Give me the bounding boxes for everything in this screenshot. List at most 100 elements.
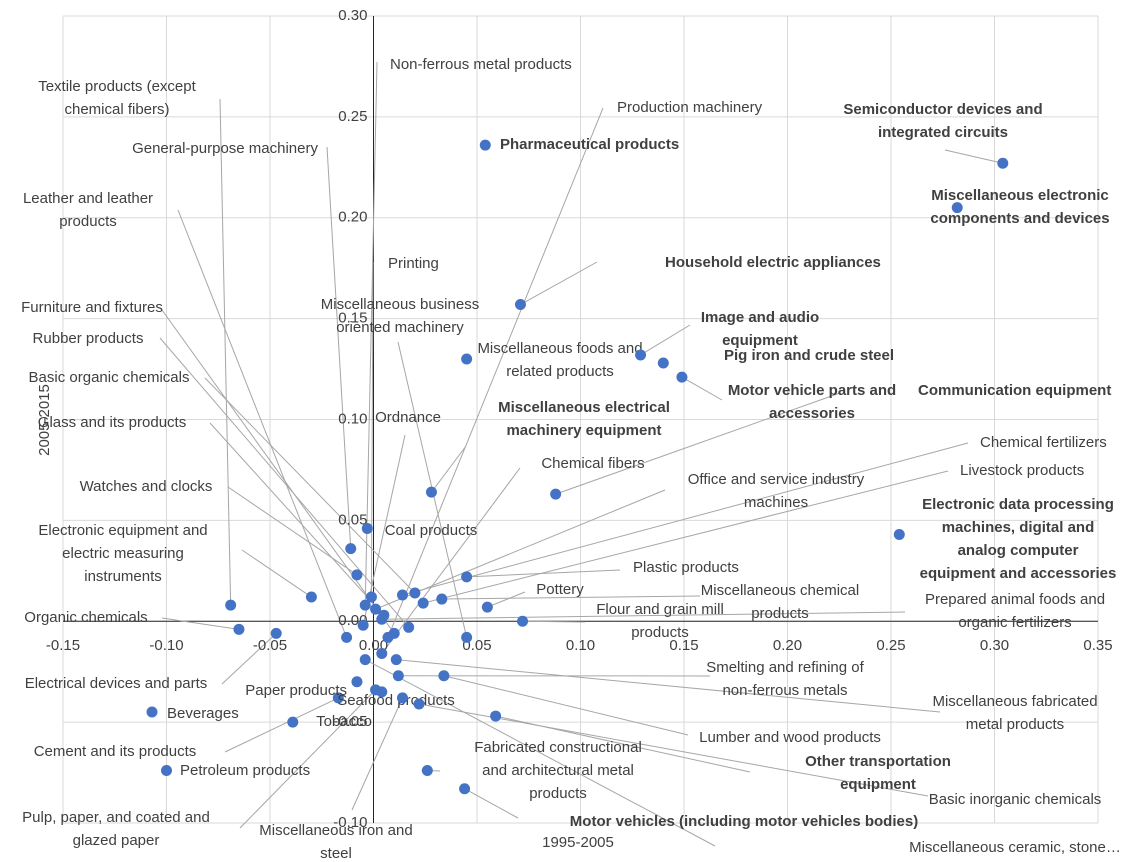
x-tick-label: 0.35 xyxy=(1083,637,1112,654)
leader-line xyxy=(204,377,416,594)
point-label: Leather and leather products xyxy=(23,190,153,230)
label-line: Miscellaneous business xyxy=(321,296,479,313)
point-label: Communication equipment xyxy=(918,382,1111,399)
layer: -0.10-0.050.000.050.100.150.200.250.30-0… xyxy=(21,7,1121,862)
label-line: products xyxy=(59,213,117,230)
data-point xyxy=(287,716,299,728)
point-label: Livestock products xyxy=(960,462,1084,479)
x-tick-label: 0.15 xyxy=(669,637,698,654)
data-point xyxy=(514,299,526,311)
label-line: and architectural metal xyxy=(482,762,634,779)
label-line: Miscellaneous electrical xyxy=(498,399,670,416)
data-point xyxy=(997,157,1009,169)
point-label: Pottery xyxy=(536,581,584,598)
point-label: Paper products xyxy=(245,682,347,699)
label-line: Semiconductor devices and xyxy=(843,101,1042,118)
label-line: accessories xyxy=(769,405,855,422)
data-point xyxy=(270,627,282,639)
label-line: equipment and accessories xyxy=(920,565,1117,582)
point-label: Miscellaneous foods and related products xyxy=(477,340,642,380)
data-point xyxy=(370,603,382,615)
leader-line xyxy=(326,146,352,549)
data-point xyxy=(461,571,473,583)
point-label: Miscellaneous electrical machinery equipm… xyxy=(498,399,670,439)
point-label: Pig iron and crude steel xyxy=(724,347,894,364)
label-line: Leather and leather xyxy=(23,190,153,207)
data-point xyxy=(341,631,353,643)
leader-line xyxy=(209,422,385,616)
leader-line xyxy=(239,689,376,829)
label-line: Motor vehicle parts and xyxy=(728,382,896,399)
y-tick-label: 0.30 xyxy=(338,7,367,24)
data-point xyxy=(361,522,373,534)
data-point xyxy=(305,591,317,603)
data-point xyxy=(357,619,369,631)
point-label: Miscellaneous business oriented machinery xyxy=(321,296,479,336)
data-point xyxy=(359,599,371,611)
leader-line xyxy=(381,467,521,654)
label-line: Miscellaneous fabricated xyxy=(932,693,1097,710)
leader-line xyxy=(221,632,277,685)
x-tick-label: 0.30 xyxy=(980,637,1009,654)
layer xyxy=(159,61,1003,847)
data-point xyxy=(479,139,491,151)
data-point xyxy=(421,765,433,777)
leader-line xyxy=(464,788,519,819)
label-line: instruments xyxy=(84,568,162,585)
data-point xyxy=(161,765,172,777)
label-line: Pulp, paper, and coated and xyxy=(22,809,210,826)
point-label: Cement and its products xyxy=(34,743,197,760)
point-label: Lumber and wood products xyxy=(699,729,881,746)
data-point xyxy=(951,202,963,214)
label-line: analog computer xyxy=(958,542,1079,559)
label-line: glazed paper xyxy=(73,832,160,849)
label-line: oriented machinery xyxy=(336,319,464,336)
data-point xyxy=(436,593,448,605)
point-label: Miscellaneous ceramic, stone… xyxy=(909,839,1121,856)
leader-line xyxy=(640,324,691,356)
data-point xyxy=(417,597,429,609)
data-point xyxy=(635,349,647,361)
label-line: components and devices xyxy=(930,210,1109,227)
label-line: Fabricated constructional xyxy=(474,739,642,756)
data-point xyxy=(550,488,562,500)
data-point xyxy=(481,601,493,613)
point-label: Coal products xyxy=(385,522,478,539)
point-label: Electronic data processing machines, digi… xyxy=(920,496,1117,582)
label-line: products xyxy=(529,785,587,802)
leader-line xyxy=(555,392,841,495)
label-line: Prepared animal foods and xyxy=(925,591,1105,608)
point-label: Prepared animal foods and organic fertili… xyxy=(925,591,1105,631)
data-point xyxy=(893,528,905,540)
point-label: Chemical fertilizers xyxy=(980,434,1107,451)
point-label: Other transportation equipment xyxy=(805,753,951,793)
data-point xyxy=(438,670,450,682)
x-tick-label: 0.25 xyxy=(876,637,905,654)
leader-line xyxy=(431,445,467,493)
label-line: steel xyxy=(320,845,352,862)
leader-line xyxy=(387,107,604,638)
y-axis-title: 2005-2015 xyxy=(36,384,53,456)
point-label: Flour and grain mill products xyxy=(596,601,724,641)
x-axis-title: 1995-2005 xyxy=(542,834,614,851)
label-line: non-ferrous metals xyxy=(722,682,847,699)
y-tick-label: 0.15 xyxy=(338,310,367,327)
label-line: Electronic equipment and xyxy=(38,522,207,539)
point-label: Chemical fibers xyxy=(541,455,644,472)
leader-line xyxy=(441,595,701,600)
data-point xyxy=(376,686,388,698)
point-label: Petroleum products xyxy=(180,762,310,779)
data-point xyxy=(403,621,415,633)
label-line: equipment xyxy=(840,776,916,793)
point-label: Semiconductor devices and integrated circ… xyxy=(843,101,1042,141)
data-point xyxy=(390,654,402,666)
data-point xyxy=(461,353,473,365)
point-label: Production machinery xyxy=(617,99,763,116)
data-point xyxy=(676,371,688,383)
leader-line xyxy=(944,149,1003,164)
label-line: integrated circuits xyxy=(878,124,1008,141)
leader-line xyxy=(351,697,403,811)
data-point xyxy=(376,613,388,625)
data-point xyxy=(490,710,502,722)
point-label: Motor vehicles (including motor vehicles… xyxy=(570,813,918,830)
